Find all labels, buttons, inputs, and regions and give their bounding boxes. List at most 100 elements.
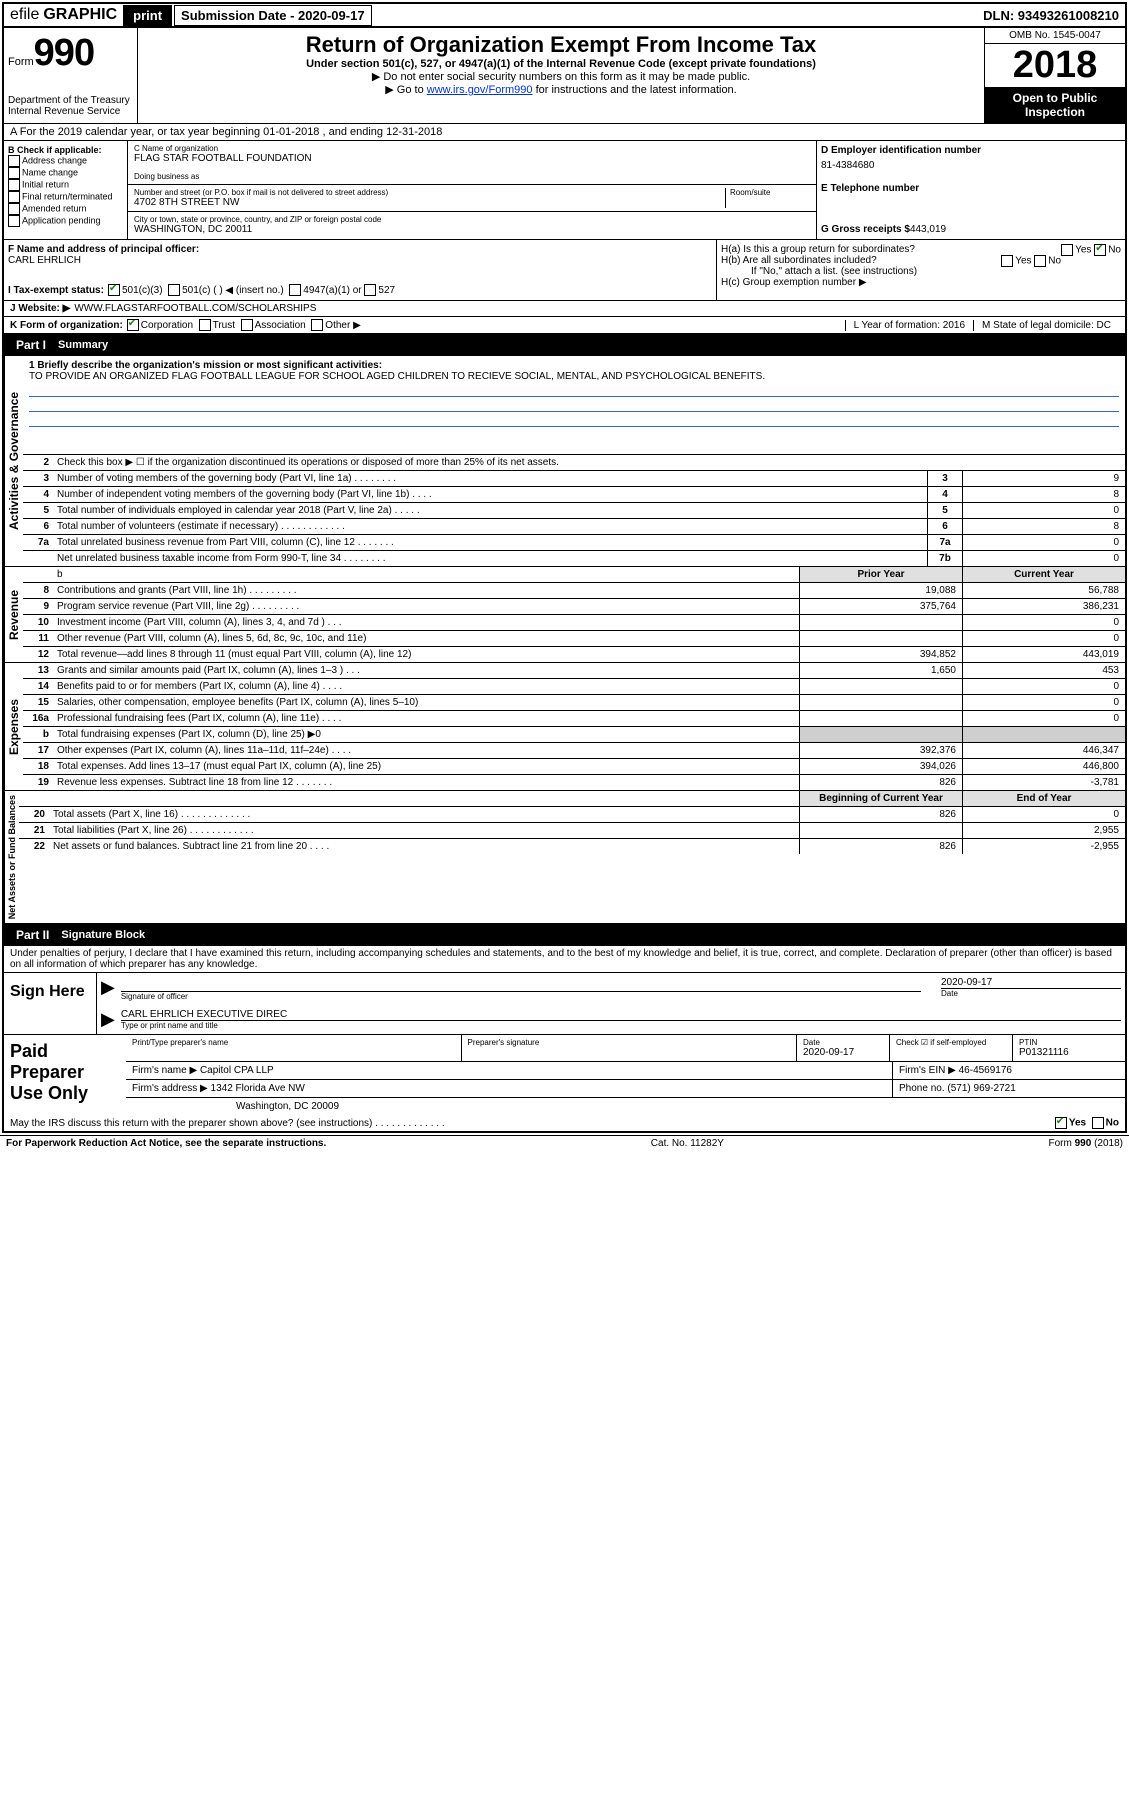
city-label: City or town, state or province, country… — [134, 215, 810, 224]
mission-box: 1 Briefly describe the organization's mi… — [23, 356, 1125, 455]
page-footer: For Paperwork Reduction Act Notice, see … — [0, 1135, 1129, 1151]
discuss-yes[interactable] — [1055, 1117, 1067, 1129]
527-checkbox[interactable] — [364, 284, 376, 296]
table-row: 17Other expenses (Part IX, column (A), l… — [23, 743, 1125, 759]
b-application-pending[interactable]: Application pending — [8, 215, 123, 227]
table-row: 19Revenue less expenses. Subtract line 1… — [23, 775, 1125, 790]
table-row: 9Program service revenue (Part VIII, lin… — [23, 599, 1125, 615]
table-row: 21Total liabilities (Part X, line 26) . … — [19, 823, 1125, 839]
table-row: 11Other revenue (Part VIII, column (A), … — [23, 631, 1125, 647]
table-row: 15Salaries, other compensation, employee… — [23, 695, 1125, 711]
tel-label: E Telephone number — [821, 183, 1121, 194]
state-domicile: M State of legal domicile: DC — [973, 320, 1119, 331]
governance-block: Activities & Governance 1 Briefly descri… — [4, 356, 1125, 567]
table-row: 8Contributions and grants (Part VIII, li… — [23, 583, 1125, 599]
discuss-no[interactable] — [1092, 1117, 1104, 1129]
hb-row: H(b) Are all subordinates included? Yes … — [721, 255, 1121, 266]
expenses-block: Expenses 13Grants and similar amounts pa… — [4, 663, 1125, 791]
org-name: FLAG STAR FOOTBALL FOUNDATION — [134, 153, 810, 164]
part2-header: Part II Signature Block — [4, 924, 1125, 946]
name-title-label: Type or print name and title — [121, 1020, 1121, 1030]
paid-preparer-block: Paid Preparer Use Only Print/Type prepar… — [4, 1034, 1125, 1115]
4947-checkbox[interactable] — [289, 284, 301, 296]
irs-link[interactable]: www.irs.gov/Form990 — [427, 84, 533, 96]
col-d-ein: D Employer identification number 81-4384… — [817, 141, 1125, 239]
form-990-page: efile GRAPHIC print Submission Date - 20… — [2, 2, 1127, 1133]
ein-value: 81-4384680 — [821, 156, 1121, 183]
catalog-number: Cat. No. 11282Y — [651, 1138, 724, 1149]
hdr-begin-year: Beginning of Current Year — [799, 791, 962, 806]
row-2: 2 Check this box ▶ ☐ if the organization… — [23, 455, 1125, 471]
table-row: 10Investment income (Part VIII, column (… — [23, 615, 1125, 631]
print-button[interactable]: print — [123, 5, 172, 26]
mission-label: 1 Briefly describe the organization's mi… — [29, 360, 1119, 371]
hdr-prior-year: Prior Year — [799, 567, 962, 582]
k-other[interactable] — [311, 319, 323, 331]
netassets-block: Net Assets or Fund Balances Beginning of… — [4, 791, 1125, 924]
tax-year: 2018 — [985, 44, 1125, 87]
b-name-change[interactable]: Name change — [8, 167, 123, 179]
section-bcd: B Check if applicable: Address change Na… — [4, 141, 1125, 240]
hb-note: If "No," attach a list. (see instruction… — [721, 266, 1121, 277]
goto-prefix: ▶ Go to — [385, 84, 426, 96]
table-row: 13Grants and similar amounts paid (Part … — [23, 663, 1125, 679]
department-label: Department of the Treasury Internal Reve… — [8, 75, 133, 117]
arrow-icon: ▶ — [101, 977, 115, 1001]
hc-row: H(c) Group exemption number ▶ — [721, 277, 1121, 288]
hb-yes[interactable] — [1001, 255, 1013, 267]
b-initial-return[interactable]: Initial return — [8, 179, 123, 191]
org-name-block: C Name of organization FLAG STAR FOOTBAL… — [128, 141, 816, 185]
ha-yes[interactable] — [1061, 244, 1073, 256]
preparer-row1: Print/Type preparer's name Preparer's si… — [126, 1035, 1125, 1062]
table-row: 20Total assets (Part X, line 16) . . . .… — [19, 807, 1125, 823]
row-k-formorg: K Form of organization: Corporation Trus… — [4, 317, 1125, 334]
top-bar: efile GRAPHIC print Submission Date - 20… — [4, 4, 1125, 28]
b-address-change[interactable]: Address change — [8, 155, 123, 167]
part1-header: Part I Summary — [4, 334, 1125, 356]
website-url: WWW.FLAGSTARFOOTBALL.COM/SCHOLARSHIPS — [74, 303, 316, 314]
efile-graphic: GRAPHIC — [43, 6, 117, 24]
form-word: Form — [8, 56, 34, 68]
year-formation: L Year of formation: 2016 — [845, 320, 973, 331]
org-name-label: C Name of organization — [134, 144, 810, 153]
preparer-firm-name: Firm's name ▶ Capitol CPA LLP Firm's EIN… — [126, 1062, 1125, 1080]
net-header-row: Beginning of Current Year End of Year — [19, 791, 1125, 807]
part1-label: Part I — [12, 336, 50, 354]
paid-preparer-label: Paid Preparer Use Only — [4, 1035, 126, 1115]
title-cell: Return of Organization Exempt From Incom… — [138, 28, 984, 123]
table-row: bTotal fundraising expenses (Part IX, co… — [23, 727, 1125, 743]
officer-label: F Name and address of principal officer: — [8, 244, 712, 255]
city-block: City or town, state or province, country… — [128, 212, 816, 238]
row-a-taxyear: A For the 2019 calendar year, or tax yea… — [4, 124, 1125, 141]
501c3-checkbox[interactable] — [108, 284, 120, 296]
k-corp[interactable] — [127, 319, 139, 331]
501c-checkbox[interactable] — [168, 284, 180, 296]
table-row: 3Number of voting members of the governi… — [23, 471, 1125, 487]
efile-label: efile GRAPHIC — [4, 4, 123, 26]
ha-row: H(a) Is this a group return for subordin… — [721, 244, 1121, 255]
k-trust[interactable] — [199, 319, 211, 331]
ha-no[interactable] — [1094, 244, 1106, 256]
form-number-cell: Form990 Department of the Treasury Inter… — [4, 28, 138, 123]
year-cell: OMB No. 1545-0047 2018 Open to Public In… — [984, 28, 1125, 123]
b-final-return[interactable]: Final return/terminated — [8, 191, 123, 203]
col-b-checkboxes: B Check if applicable: Address change Na… — [4, 141, 128, 239]
form-ref: Form 990 (2018) — [1049, 1138, 1123, 1149]
address-block: Number and street (or P.O. box if mail i… — [128, 185, 816, 212]
side-netassets: Net Assets or Fund Balances — [4, 791, 19, 923]
gross-receipts: G Gross receipts $443,019 — [821, 224, 1121, 235]
table-row: 5Total number of individuals employed in… — [23, 503, 1125, 519]
hb-no[interactable] — [1034, 255, 1046, 267]
row-j-website: J Website: ▶ WWW.FLAGSTARFOOTBALL.COM/SC… — [4, 301, 1125, 317]
street-address: 4702 8TH STREET NW — [134, 197, 721, 208]
sign-here-label: Sign Here — [4, 973, 97, 1034]
officer-name-title: CARL EHRLICH EXECUTIVE DIREC — [121, 1009, 1121, 1020]
ein-label: D Employer identification number — [821, 145, 1121, 156]
b-amended-return[interactable]: Amended return — [8, 203, 123, 215]
table-row: Net unrelated business taxable income fr… — [23, 551, 1125, 566]
k-assoc[interactable] — [241, 319, 253, 331]
goto-suffix: for instructions and the latest informat… — [533, 84, 737, 96]
table-row: 4Number of independent voting members of… — [23, 487, 1125, 503]
discuss-row: May the IRS discuss this return with the… — [4, 1115, 1125, 1131]
sign-here-block: Sign Here ▶ Signature of officer 2020-09… — [4, 972, 1125, 1034]
